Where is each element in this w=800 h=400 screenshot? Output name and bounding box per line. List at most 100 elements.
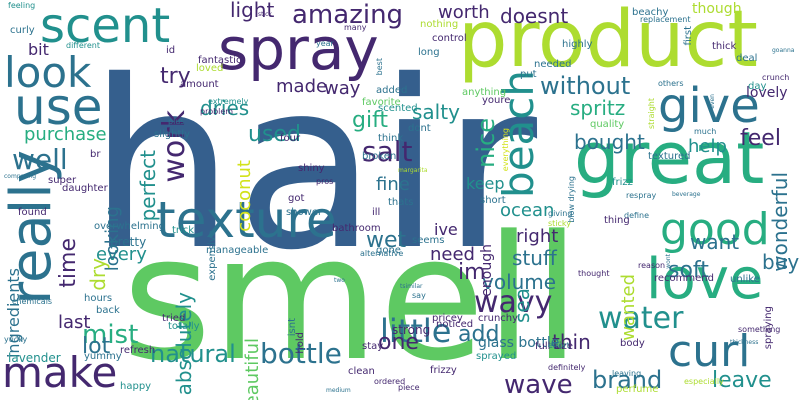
word-back: back bbox=[96, 305, 120, 316]
word-crunch: crunch bbox=[762, 73, 790, 82]
word-im: im bbox=[458, 260, 486, 285]
word-perfect: perfect bbox=[136, 150, 160, 222]
word-even: even bbox=[709, 94, 716, 109]
word-right: right bbox=[516, 226, 559, 247]
word-worth: worth bbox=[438, 2, 490, 23]
word-curly: curly bbox=[10, 25, 35, 36]
word-perfume: perfume bbox=[616, 384, 659, 395]
word-little: little bbox=[380, 312, 452, 350]
word-two: two bbox=[334, 277, 345, 284]
word-manageable: manageable bbox=[206, 245, 269, 256]
word-wont: wont bbox=[665, 254, 672, 269]
word-made: made bbox=[276, 76, 328, 97]
word-use: use bbox=[14, 78, 103, 136]
word-loved: loved bbox=[196, 63, 224, 74]
word-margarita: margarita bbox=[398, 167, 428, 174]
word-day: day bbox=[748, 81, 767, 92]
word-fine: fine bbox=[376, 174, 410, 195]
word-replacement: replacement bbox=[640, 15, 691, 24]
word-define: define bbox=[624, 211, 650, 220]
word-beverage: beverage bbox=[672, 191, 701, 198]
word-help: help bbox=[688, 136, 727, 157]
word-stay: stay bbox=[362, 341, 384, 352]
word-recommend: recommend bbox=[654, 273, 714, 284]
word-short: short bbox=[480, 195, 506, 206]
word-alternative: alternative bbox=[360, 249, 404, 258]
word-reason: reason bbox=[638, 261, 666, 270]
word-pricey: pricey bbox=[432, 313, 463, 324]
word-totally: totally bbox=[168, 321, 200, 332]
word-frizz: frizz bbox=[612, 177, 633, 188]
word-lightly: lightly bbox=[322, 263, 341, 270]
word-something: something bbox=[738, 325, 781, 334]
word-beautiful: beautiful bbox=[242, 338, 263, 400]
word-textured: textured bbox=[648, 151, 691, 162]
word-full-size: full size bbox=[535, 341, 573, 352]
word-natural: natural bbox=[150, 340, 236, 368]
word-found: found bbox=[18, 207, 47, 218]
word-shower: shower bbox=[286, 207, 323, 218]
word-fantastic: fantastic bbox=[198, 55, 242, 66]
word-lot: lot bbox=[82, 334, 111, 359]
word-bought: bought bbox=[574, 130, 645, 154]
word-love: love bbox=[646, 247, 764, 312]
word-give: give bbox=[658, 78, 760, 134]
word-time: time bbox=[56, 238, 81, 288]
word-tsimilar: tsimilar bbox=[400, 283, 423, 290]
word-hair: hair bbox=[88, 31, 538, 301]
word-without: without bbox=[540, 72, 631, 100]
word-pros: pros bbox=[316, 177, 334, 186]
word-broken: broken bbox=[362, 151, 397, 162]
word-piece: piece bbox=[398, 383, 420, 392]
word-amazing: amazing bbox=[292, 0, 404, 30]
word-sticky: sticky bbox=[548, 219, 572, 228]
word-got: got bbox=[288, 193, 305, 204]
word-volume: volume bbox=[482, 270, 557, 294]
word-add: add bbox=[458, 322, 500, 347]
word-bottle: bottle bbox=[260, 337, 342, 370]
word-giving: giving bbox=[548, 209, 573, 218]
word-leaving: leaving bbox=[612, 369, 642, 378]
word-daughter: daughter bbox=[62, 183, 108, 194]
word-id: id bbox=[166, 45, 176, 56]
word-straight: straight bbox=[647, 98, 656, 130]
word-ive: ive bbox=[434, 220, 458, 239]
word-respray: respray bbox=[626, 191, 657, 200]
word-seems: seems bbox=[412, 235, 445, 246]
word-last: last bbox=[58, 312, 91, 333]
word-deal: deal bbox=[736, 53, 758, 64]
word-one: one bbox=[378, 330, 419, 355]
word-brand: brand bbox=[592, 366, 663, 394]
word-well: well bbox=[12, 143, 68, 176]
word-bit: bit bbox=[28, 40, 49, 59]
word-ocean: ocean bbox=[500, 200, 555, 221]
word-coconut: coconut bbox=[234, 160, 255, 232]
word-try: try bbox=[160, 64, 191, 89]
word-glass-bottle: glass bottle bbox=[478, 335, 560, 351]
word-first: first bbox=[683, 26, 694, 46]
word-salt: salt bbox=[362, 135, 413, 168]
word-slightly: slightly bbox=[154, 129, 191, 140]
word-nice: nice bbox=[472, 118, 500, 168]
word-sprayed: sprayed bbox=[476, 351, 517, 362]
word-definitely: definitely bbox=[548, 363, 586, 372]
word-way: way bbox=[324, 78, 361, 99]
word-unlike: unlike bbox=[730, 274, 760, 285]
word-frizzy: frizzy bbox=[430, 365, 457, 376]
word-light: light bbox=[230, 0, 275, 22]
word-long: long bbox=[418, 47, 440, 58]
word-feel: feel bbox=[740, 126, 781, 151]
word-though: though bbox=[692, 1, 742, 17]
word-stuff: stuff bbox=[512, 246, 557, 270]
word-great: great bbox=[574, 116, 765, 200]
word-trick: trick bbox=[172, 225, 195, 236]
word-thats: thats bbox=[388, 197, 414, 208]
word-extremely: extremely bbox=[208, 97, 249, 106]
word-br: br bbox=[90, 149, 101, 160]
word-dont: dont bbox=[408, 123, 431, 134]
word-youre: youre bbox=[482, 95, 511, 106]
word-spritz: spritz bbox=[570, 96, 626, 120]
word-put: put bbox=[520, 69, 537, 80]
word-pretty: pretty bbox=[110, 235, 147, 249]
